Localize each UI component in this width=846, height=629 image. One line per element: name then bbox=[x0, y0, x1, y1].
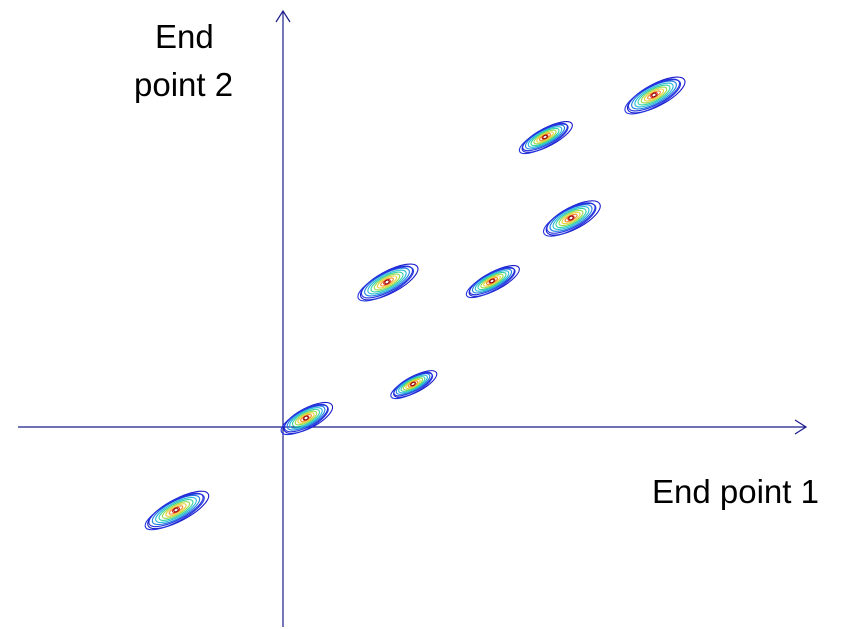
contour-peak bbox=[489, 278, 495, 284]
contour-cluster-4 bbox=[357, 263, 419, 302]
contour-level-5 bbox=[555, 207, 587, 229]
contour-outer-ring bbox=[543, 202, 597, 237]
contour-cluster-5 bbox=[465, 265, 520, 299]
contour-level-5 bbox=[291, 408, 321, 428]
contour-peak bbox=[410, 381, 416, 387]
contour-level-6 bbox=[480, 273, 504, 289]
contour-level-4 bbox=[552, 206, 590, 230]
contour-cluster-1 bbox=[144, 490, 210, 531]
contour-level-7 bbox=[376, 275, 398, 289]
contour-cluster-3 bbox=[390, 370, 438, 400]
contour-level-4 bbox=[289, 407, 323, 429]
contour-level-6 bbox=[373, 273, 401, 291]
contour-cluster-7 bbox=[518, 121, 573, 155]
contour-level-6 bbox=[161, 501, 191, 519]
contour-peak bbox=[568, 215, 574, 221]
contour-level-6 bbox=[640, 86, 668, 104]
contour-level-4 bbox=[367, 269, 407, 295]
contour-level-4 bbox=[398, 374, 428, 394]
contour-level-4 bbox=[155, 496, 197, 524]
contour-peak bbox=[542, 134, 548, 140]
contour-level-4 bbox=[527, 126, 563, 148]
contour-level-7 bbox=[297, 412, 315, 424]
contour-level-5 bbox=[370, 271, 404, 293]
contour-outer-ring bbox=[357, 266, 415, 302]
contour-level-5 bbox=[400, 376, 426, 392]
contour-peak bbox=[651, 92, 657, 98]
contour-outer-ring bbox=[390, 372, 434, 400]
contour-level-5 bbox=[637, 84, 671, 106]
y-axis-arrowhead bbox=[275, 9, 291, 23]
contour-level-4 bbox=[474, 270, 510, 292]
contour-cluster-8 bbox=[624, 76, 686, 115]
contour-outer-ring bbox=[465, 267, 516, 299]
contour-level-7 bbox=[536, 131, 554, 143]
y-axis-label-line1: End bbox=[155, 18, 214, 55]
contour-peak bbox=[303, 415, 309, 421]
contour-level-6 bbox=[558, 209, 584, 227]
contour-level-7 bbox=[643, 88, 665, 102]
contour-level-6 bbox=[402, 377, 424, 391]
y-axis-label-line2: point 2 bbox=[134, 66, 233, 103]
contour-level-7 bbox=[405, 379, 421, 389]
contour-outer-ring bbox=[144, 493, 205, 531]
contour-peak bbox=[384, 279, 390, 285]
contour-level-7 bbox=[561, 211, 581, 225]
contour-level-6 bbox=[294, 410, 318, 426]
contour-level-2 bbox=[148, 492, 204, 528]
contour-level-5 bbox=[477, 271, 507, 291]
contour-level-7 bbox=[165, 503, 187, 517]
contour-level-6 bbox=[533, 129, 557, 145]
contour-cluster-2 bbox=[280, 401, 334, 436]
contour-outer-ring bbox=[518, 123, 569, 155]
contour-level-7 bbox=[483, 275, 501, 287]
contour-level-4 bbox=[634, 82, 674, 108]
contour-outer-ring bbox=[280, 404, 329, 436]
x-axis-label: End point 1 bbox=[652, 473, 819, 510]
contour-peak bbox=[173, 507, 179, 513]
contour-level-5 bbox=[158, 499, 194, 521]
contour-cluster-6 bbox=[543, 200, 601, 237]
x-axis-arrowhead bbox=[794, 419, 808, 435]
contour-level-5 bbox=[530, 127, 560, 147]
